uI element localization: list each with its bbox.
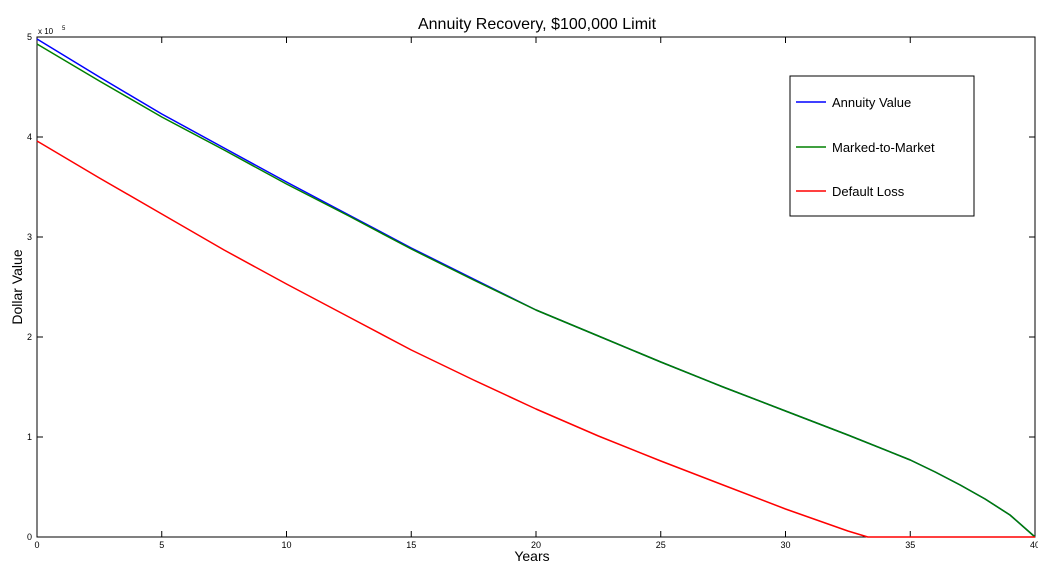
x-tick-label: 40	[1030, 540, 1038, 550]
x-tick-label: 15	[406, 540, 416, 550]
x-tick-label: 35	[905, 540, 915, 550]
y-exponent-prefix: x 10	[38, 27, 54, 36]
axis-ticks: 0 5 10 15 20 25 30 35 40 0 1 2 3 4 5	[27, 32, 1038, 550]
y-axis-label: Dollar Value	[9, 249, 25, 324]
y-tick-label: 0	[27, 532, 32, 542]
x-tick-label: 25	[656, 540, 666, 550]
x-axis-label: Years	[514, 548, 549, 564]
x-tick-label: 30	[780, 540, 790, 550]
y-tick-label: 4	[27, 132, 32, 142]
series-lines	[36, 38, 1036, 538]
chart-title: Annuity Recovery, $100,000 Limit	[418, 16, 657, 33]
y-tick-label: 2	[27, 332, 32, 342]
x-tick-label: 20	[531, 540, 541, 550]
series-line-marked-to-market	[36, 43, 1036, 538]
x-tick-label: 5	[159, 540, 164, 550]
y-exponent-power: 5	[62, 26, 66, 32]
y-tick-label: 3	[27, 232, 32, 242]
y-tick-label: 5	[27, 32, 32, 42]
series-line-default-loss	[36, 140, 1035, 538]
x-tick-label: 0	[34, 540, 39, 550]
legend-label-marked-to-market: Marked-to-Market	[832, 140, 935, 155]
legend-label-default-loss: Default Loss	[832, 184, 905, 199]
legend-box	[789, 75, 975, 217]
legend-label-annuity-value: Annuity Value	[832, 95, 911, 110]
x-tick-label: 10	[281, 540, 291, 550]
y-tick-label: 1	[27, 432, 32, 442]
legend: Annuity Value Marked-to-Market Default L…	[789, 75, 975, 217]
